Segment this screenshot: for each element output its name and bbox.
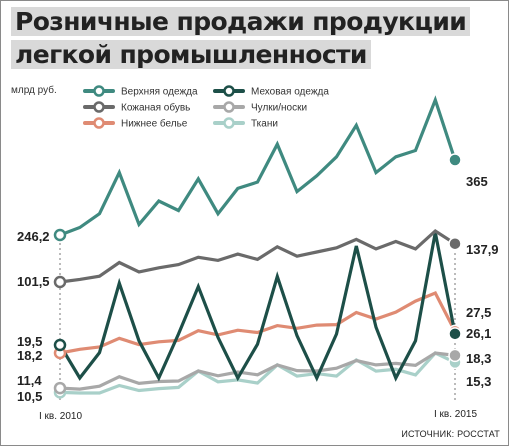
legend-label: Нижнее белье — [121, 118, 188, 130]
series-end-value-label: 137,9 — [466, 242, 499, 257]
series-start-value-label: 246,2 — [17, 229, 50, 244]
series-end-value-label: 18,3 — [466, 351, 491, 366]
legend-swatch-marker — [93, 117, 105, 129]
chart-title: Розничные продажи продукции легкой промы… — [11, 5, 491, 71]
unit-label: млрд руб. — [11, 85, 57, 96]
legend-swatch-marker — [93, 85, 105, 97]
x-end-label: I кв. 2015 — [434, 409, 477, 420]
series-end-point — [448, 236, 462, 251]
series-end-point — [448, 327, 462, 341]
series-line — [58, 95, 457, 237]
series-end-value-label: 26,1 — [466, 326, 491, 341]
chart-title-line-2: легкой промышленности — [11, 40, 371, 69]
legend-label: Верхняя одежда — [121, 87, 198, 98]
series-line — [58, 351, 457, 395]
series-start-value-label: 18,2 — [17, 348, 42, 363]
source-label: ИСТОЧНИК: РОССТАТ — [401, 429, 500, 439]
legend-label: Меховая одежда — [251, 87, 329, 98]
legend-swatch-marker — [223, 85, 235, 97]
legend-label: Кожаная обувь — [121, 102, 190, 114]
legend-swatch-marker — [93, 101, 105, 113]
series-end-value-label: 27,5 — [466, 305, 491, 320]
x-start-label: I кв. 2010 — [39, 411, 82, 422]
series-line — [58, 228, 457, 284]
series-line — [58, 290, 457, 355]
series-end-value-label: 15,3 — [466, 374, 491, 389]
series-start-value-label: 19,5 — [17, 334, 42, 349]
series-start-point — [53, 275, 67, 289]
series-end-value-label: 365 — [466, 174, 488, 189]
legend-swatch-marker — [223, 117, 235, 129]
series-line — [58, 232, 457, 382]
series-start-value-label: 10,5 — [17, 389, 42, 404]
series-start-value-label: 101,5 — [17, 274, 50, 289]
legend-label: Ткани — [251, 119, 278, 130]
series-start-point — [53, 228, 67, 242]
series-end-point — [448, 153, 462, 167]
series-start-point — [53, 381, 67, 395]
chart-title-line-1: Розничные продажи продукции — [11, 7, 471, 36]
series-end-point — [448, 348, 462, 363]
legend-swatch-marker — [223, 101, 235, 113]
legend-label: Чулки/носки — [251, 103, 307, 114]
series-start-value-label: 11,4 — [17, 373, 42, 388]
series-start-point — [53, 338, 67, 352]
